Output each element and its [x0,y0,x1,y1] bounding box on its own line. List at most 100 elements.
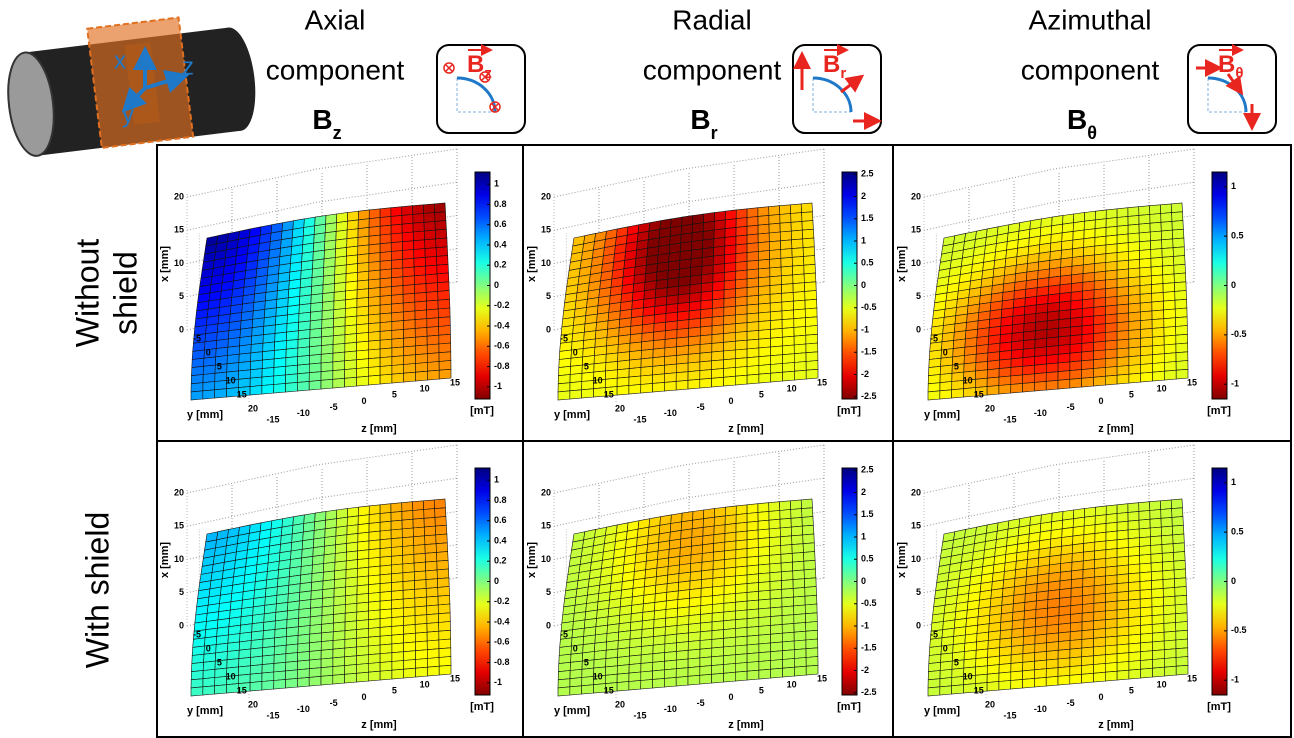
surface-cell [724,253,737,264]
surface-cell [569,685,583,696]
surface-cell [805,656,819,667]
surface-cell [438,368,452,380]
surface-cell [805,360,819,371]
surface-cell [1173,551,1186,562]
surface-cell [782,658,795,669]
surface-cell [423,525,437,537]
surface-cell [1175,325,1188,336]
surface-cell [699,639,713,650]
surface-cell [274,323,288,334]
surface-cell [390,215,403,226]
surface-cell [1128,572,1141,583]
surface-cell [332,343,346,354]
surface-cell [570,652,584,663]
surface-cell [391,285,404,296]
column-subtitle: component [266,54,405,85]
surface-cell [334,264,347,276]
colorbar-tick-label: 2.5 [861,465,874,475]
surface-cell [1094,227,1107,238]
surface-cell [401,222,414,234]
surface-cell [665,599,679,610]
surface-cell [701,551,714,563]
surface-cell [1022,364,1035,376]
surface-cell [641,323,655,334]
inset-mark [491,103,499,111]
surface-cell [1105,374,1118,386]
surface-cell [426,657,440,668]
surface-cell [1081,672,1094,684]
surface-cell [802,542,816,553]
surface-cell [701,264,714,276]
surface-cell [322,283,335,294]
colorbar-tick-label: 0.5 [861,554,874,564]
inset-symbol: Bθ [1218,51,1243,82]
surface-cell [712,585,725,597]
surface-cell [344,611,358,623]
surface-cell [1152,658,1165,669]
surface-cell [1116,277,1129,288]
surface-cell [699,334,713,345]
surface-cell [1093,375,1106,387]
surface-cell [1128,651,1141,662]
surface-cell [402,292,416,304]
surface-cell [757,223,770,235]
surface-cell [1010,348,1024,360]
surface-cell [700,308,713,319]
surface-cell [987,638,1001,650]
row-label: With shield [79,512,115,669]
surface-cell [379,347,393,359]
surface-cell [214,684,227,695]
surface-cell [1170,498,1183,509]
surface-cell [1093,654,1106,665]
surface-cell [285,356,299,367]
surface-cell [310,589,324,600]
surface-cell [403,328,416,339]
surface-cell [262,629,276,640]
surface-cell [735,592,748,603]
surface-cell [1163,352,1177,363]
surface-cell [664,651,677,662]
surface-cell [1010,661,1024,673]
surface-cell [688,605,702,616]
surface-cell [757,546,770,557]
surface-cell [628,367,642,378]
surface-cell [735,513,748,524]
surface-cell [688,318,701,329]
surface-cell [1094,558,1107,569]
surface-cell [711,602,725,614]
surface-cell [1150,552,1163,564]
surface-cell [713,219,726,231]
surface-cell [379,547,392,558]
surface-cell [390,232,403,244]
y-tick-label: 5 [217,657,222,667]
surface-cell [557,390,571,401]
surface-cell [805,629,819,641]
surface-cell [1105,208,1118,220]
surface-cell [1094,253,1107,264]
surface-cell [1094,523,1107,534]
surface-cell [391,346,405,358]
surface-cell [746,520,759,532]
surface-cell [687,361,701,373]
surface-cell [699,351,713,363]
surface-cell [1116,626,1130,637]
colorbar-tick-label: 0 [494,576,499,586]
surface-cell [423,221,436,232]
axis-label: y [mm] [924,705,960,717]
surface-cell [237,377,251,388]
surface-cell [1127,241,1140,252]
surface-cell [805,612,818,623]
surface-cell [770,659,783,670]
surface-cell [1069,639,1083,650]
surface-cell [1069,647,1083,659]
surface-cell [1069,377,1082,389]
surface-cell [998,663,1012,674]
surface-cell [1046,362,1059,374]
surface-cell [1171,220,1184,231]
surface-cell [333,612,346,624]
surface-cell [334,255,347,267]
surface-cell [436,568,450,580]
surface-cell [975,657,988,668]
surface-cell [1152,666,1165,678]
surface-cell [356,619,369,630]
